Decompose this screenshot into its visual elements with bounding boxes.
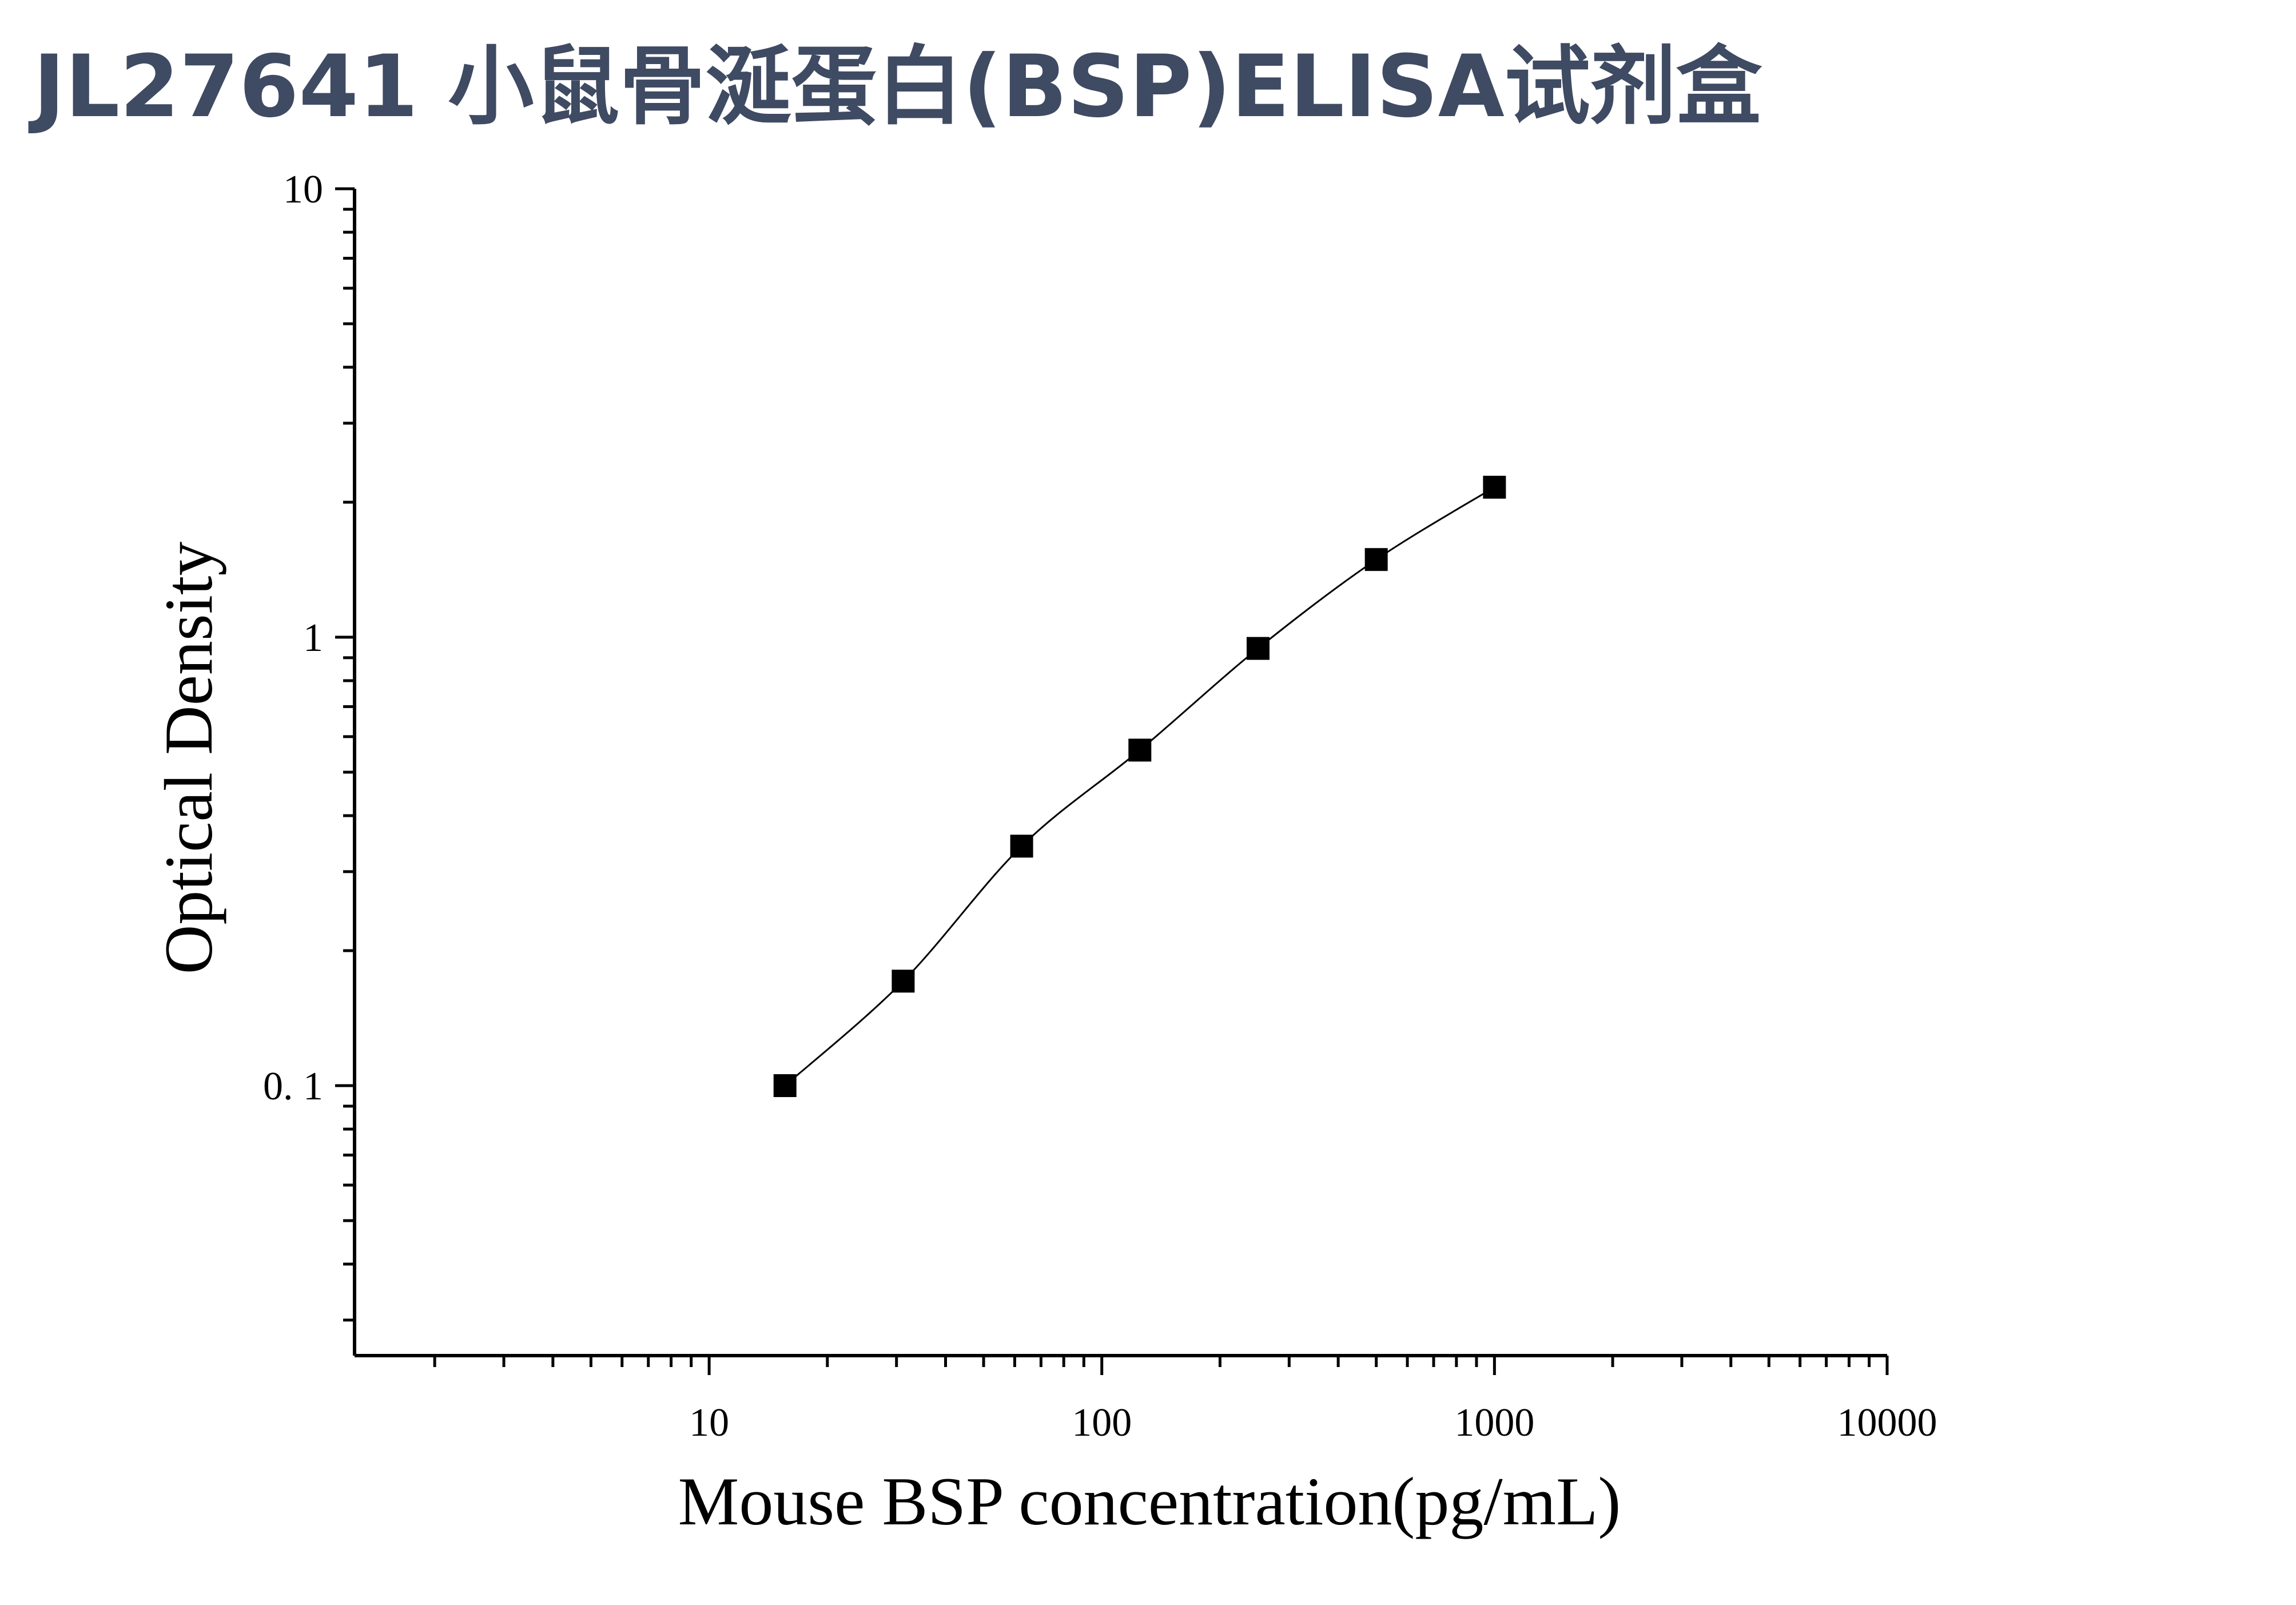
data-point	[1246, 637, 1270, 660]
data-point	[1483, 475, 1506, 499]
page-title: JL27641 小鼠骨涎蛋白(BSP)ELISA试剂盒	[33, 37, 1762, 137]
data-point	[892, 970, 915, 993]
x-tick-label: 100	[1072, 1401, 1132, 1445]
y-tick-label: 10	[283, 168, 323, 212]
x-tick-label: 10000	[1837, 1401, 1937, 1445]
data-points-group	[773, 475, 1506, 1097]
data-point	[773, 1074, 797, 1097]
chart-axes: 0. 1 1 10 10 100 1000 10000	[263, 168, 1937, 1445]
x-tick-label: 10	[689, 1401, 729, 1445]
data-point	[1364, 548, 1388, 571]
y-tick-label: 0. 1	[263, 1064, 323, 1109]
fit-curve-group	[784, 486, 1495, 1087]
data-point	[1128, 738, 1152, 762]
y-tick-label: 1	[303, 616, 323, 660]
x-axis-title: Mouse BSP concentration(pg/mL)	[678, 1463, 1621, 1539]
x-tick-label: 1000	[1454, 1401, 1534, 1445]
fit-curve	[784, 486, 1495, 1087]
y-axis-title: Optical Density	[150, 542, 226, 975]
data-point	[1010, 835, 1033, 858]
